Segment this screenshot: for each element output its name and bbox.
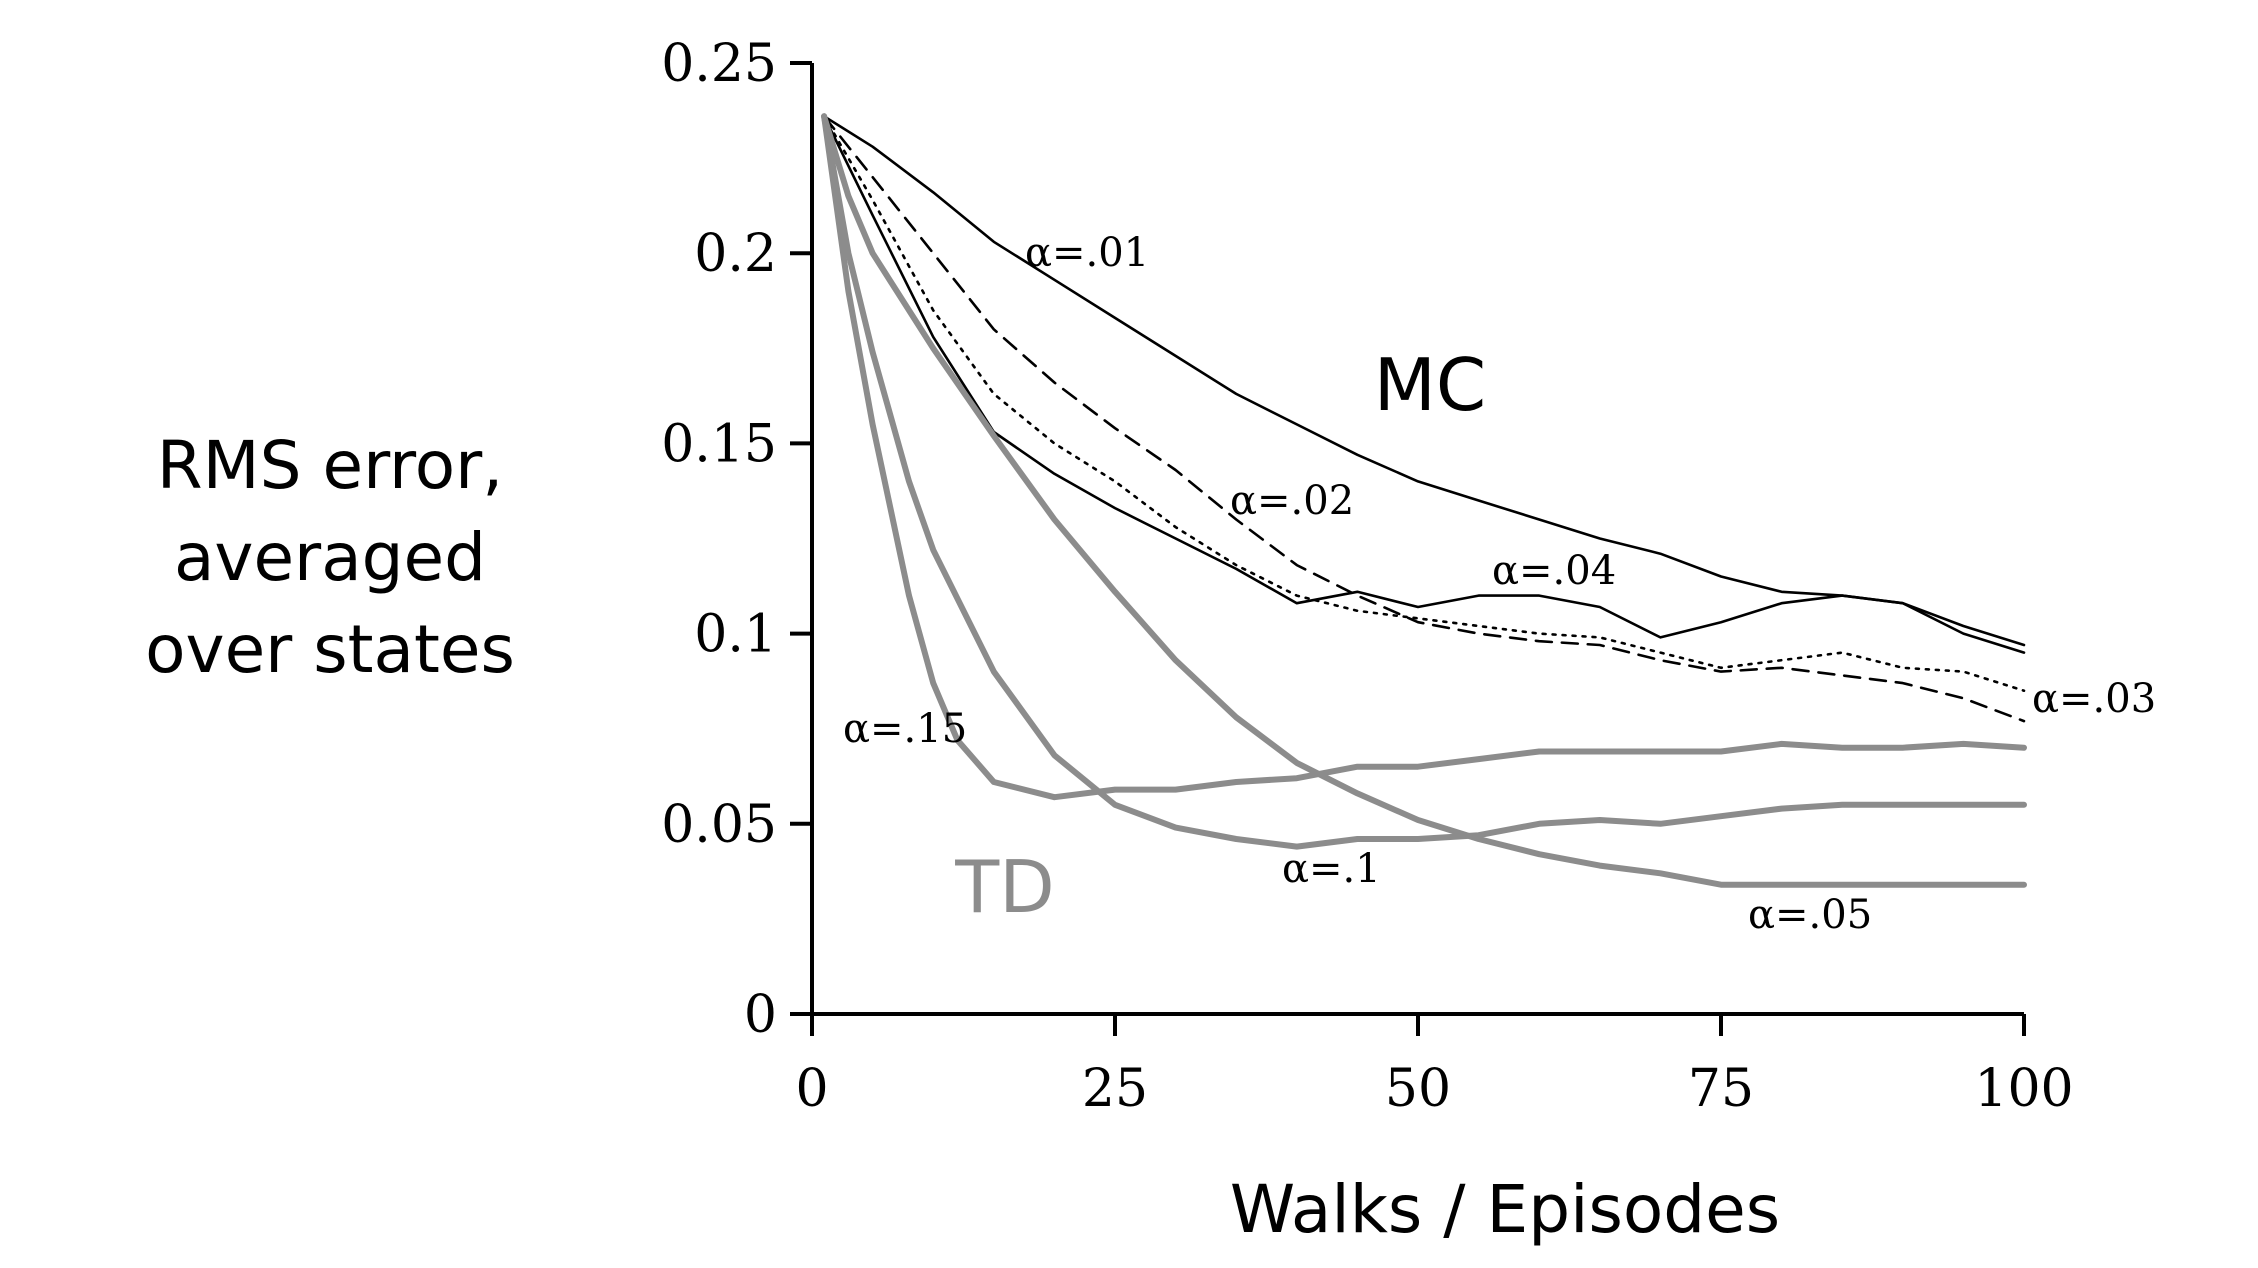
series-line-mc	[822, 115, 2026, 723]
series-label-a01: α=.01	[1025, 230, 1149, 276]
series-line-mc	[822, 115, 2026, 654]
series-line-td	[821, 113, 2027, 801]
series-label-a03: α=.03	[2032, 676, 2156, 722]
series-label-a02: α=.02	[1230, 478, 1354, 524]
group-label-mc: MC	[1374, 343, 1486, 427]
series-layer	[821, 113, 2027, 888]
x-tick-label: 50	[1385, 1059, 1451, 1119]
series-label-a04: α=.04	[1492, 548, 1616, 594]
y-tick-label: 0.15	[661, 414, 777, 474]
x-axis-label: Walks / Episodes	[1230, 1171, 1780, 1248]
series-label-a1: α=.1	[1282, 846, 1381, 892]
y-tick-label: 0.1	[694, 605, 777, 665]
x-tick-label: 75	[1688, 1059, 1754, 1119]
y-axis-label-line-1: RMS error,	[157, 427, 503, 504]
group-label-td: TD	[954, 845, 1054, 929]
x-tick-label: 0	[795, 1059, 828, 1119]
y-tick-label: 0.05	[661, 795, 777, 855]
series-line-td	[821, 113, 2027, 850]
y-tick-label: 0.25	[661, 34, 777, 94]
series-line-mc	[822, 115, 2026, 647]
x-ticks: 0 25 50 75 100	[795, 1014, 2074, 1119]
series-line-mc	[822, 115, 2026, 692]
y-axis-label-line-3: over states	[145, 611, 515, 688]
y-ticks: 0 0.05 0.1 0.15 0.2 0.25	[661, 34, 812, 1045]
y-axis-label-line-2: averaged	[174, 519, 486, 596]
series-label-a05: α=.05	[1748, 892, 1872, 938]
y-tick-label: 0.2	[694, 224, 777, 284]
x-tick-label: 25	[1082, 1059, 1148, 1119]
x-tick-label: 100	[1974, 1059, 2073, 1119]
series-label-a15: α=.15	[843, 706, 967, 752]
y-tick-label: 0	[744, 985, 777, 1045]
series-line-td	[821, 113, 2027, 888]
